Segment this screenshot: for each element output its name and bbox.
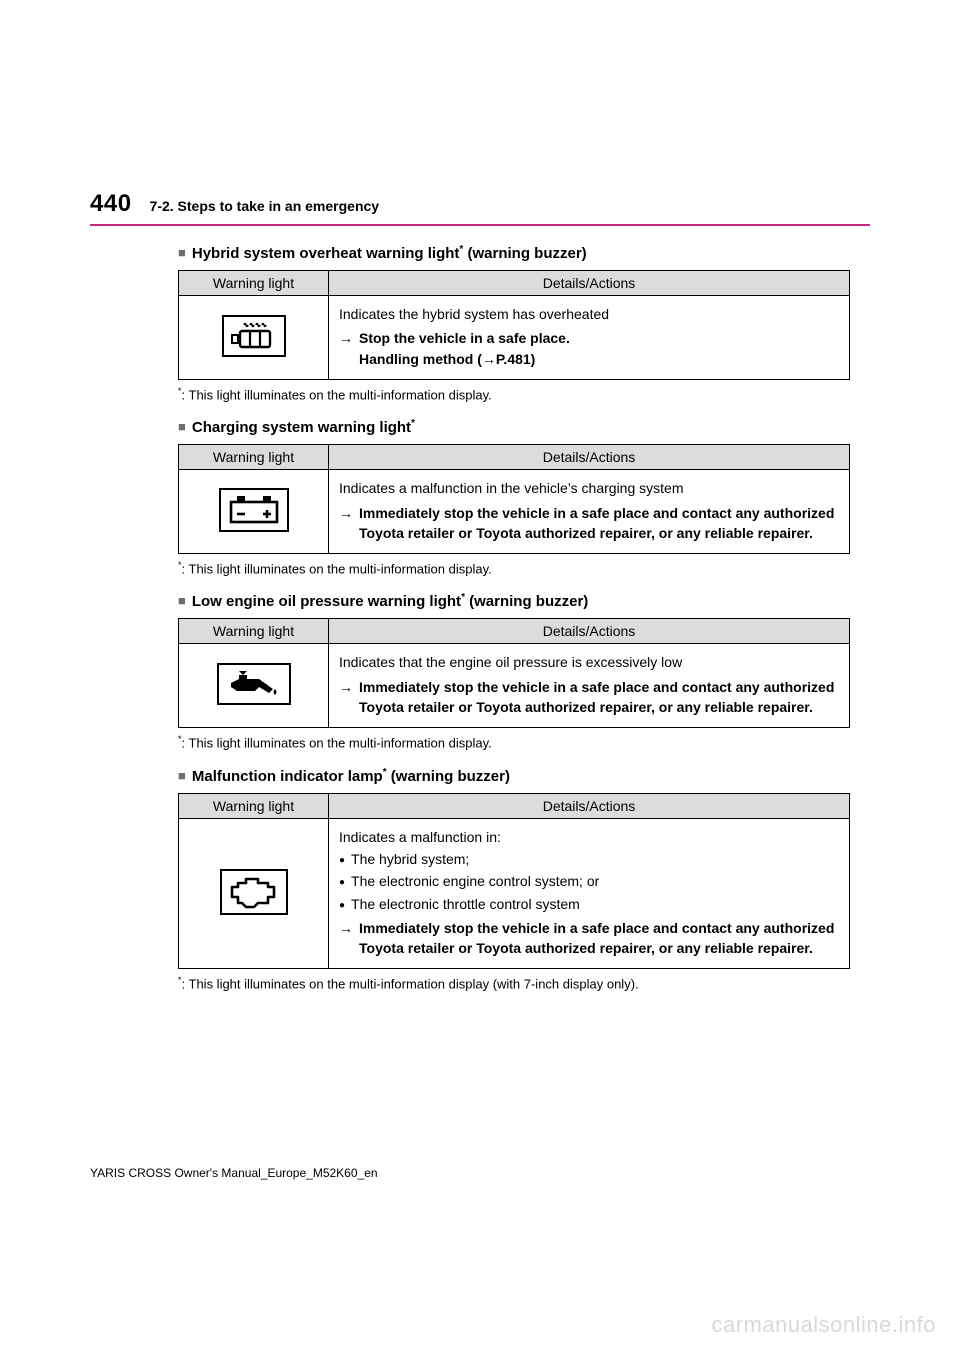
square-bullet-icon: ■ [178,768,186,783]
icon-cell-oil [179,644,329,728]
table-hybrid-overheat: Warning light Details/Actions [178,270,850,380]
footnote-4: *: This light illuminates on the multi-i… [178,975,850,991]
arrow-icon: → [339,503,353,523]
th-warning-light: Warning light [179,445,329,470]
action-oil: Immediately stop the vehicle in a safe p… [359,677,839,718]
icon-cell-overheat [179,296,329,380]
square-bullet-icon: ■ [178,245,186,260]
arrow-icon: → [339,328,353,348]
heading-oil-pressure: ■Low engine oil pressure warning light* … [178,592,850,610]
heading-hybrid-overheat: ■Hybrid system overheat warning light* (… [178,244,850,262]
watermark: carmanualsonline.info [711,1312,936,1338]
heading-mil: ■Malfunction indicator lamp* (warning bu… [178,767,850,785]
th-warning-light: Warning light [179,793,329,818]
th-details: Details/Actions [329,793,850,818]
action-overheat-2-pre: Handling method ( [359,351,482,367]
icon-cell-mil [179,818,329,969]
oil-can-icon [217,663,291,705]
desc-charging: Indicates a malfunction in the vehicle’s… [339,478,839,498]
icon-cell-charging [179,470,329,554]
th-details: Details/Actions [329,445,850,470]
section-path: 7-2. Steps to take in an emergency [150,198,380,214]
engine-icon [220,869,288,915]
action-overheat-2-post: P.481) [496,351,535,367]
arrow-icon: → [339,677,353,697]
arrow-icon: → [339,918,353,938]
desc-overheat: Indicates the hybrid system has overheat… [339,304,839,324]
mil-bullet-3: The electronic throttle control system [339,894,839,914]
th-warning-light: Warning light [179,619,329,644]
page-footer: YARIS CROSS Owner's Manual_Europe_M52K60… [90,1166,378,1180]
th-details: Details/Actions [329,619,850,644]
table-mil: Warning light Details/Actions Indicates … [178,793,850,970]
th-details: Details/Actions [329,271,850,296]
mil-bullet-1: The hybrid system; [339,849,839,869]
square-bullet-icon: ■ [178,419,186,434]
table-charging: Warning light Details/Actions [178,444,850,554]
square-bullet-icon: ■ [178,593,186,608]
action-charging: Immediately stop the vehicle in a safe p… [359,503,839,544]
mil-bullet-2: The electronic engine control system; or [339,871,839,891]
page-number: 440 [90,190,132,218]
header-rule [90,224,870,226]
heading-charging: ■Charging system warning light* [178,418,850,436]
footnote-1: *: This light illuminates on the multi-i… [178,386,850,402]
action-mil: Immediately stop the vehicle in a safe p… [359,918,839,959]
footnote-3: *: This light illuminates on the multi-i… [178,734,850,750]
table-oil-pressure: Warning light Details/Actions Indicates … [178,618,850,728]
battery-icon [219,488,289,532]
action-overheat-1: Stop the vehicle in a safe place. [359,330,570,346]
desc-mil: Indicates a malfunction in: [339,827,839,847]
desc-oil: Indicates that the engine oil pressure i… [339,652,839,672]
overheat-icon [222,315,286,357]
footnote-2: *: This light illuminates on the multi-i… [178,560,850,576]
th-warning-light: Warning light [179,271,329,296]
